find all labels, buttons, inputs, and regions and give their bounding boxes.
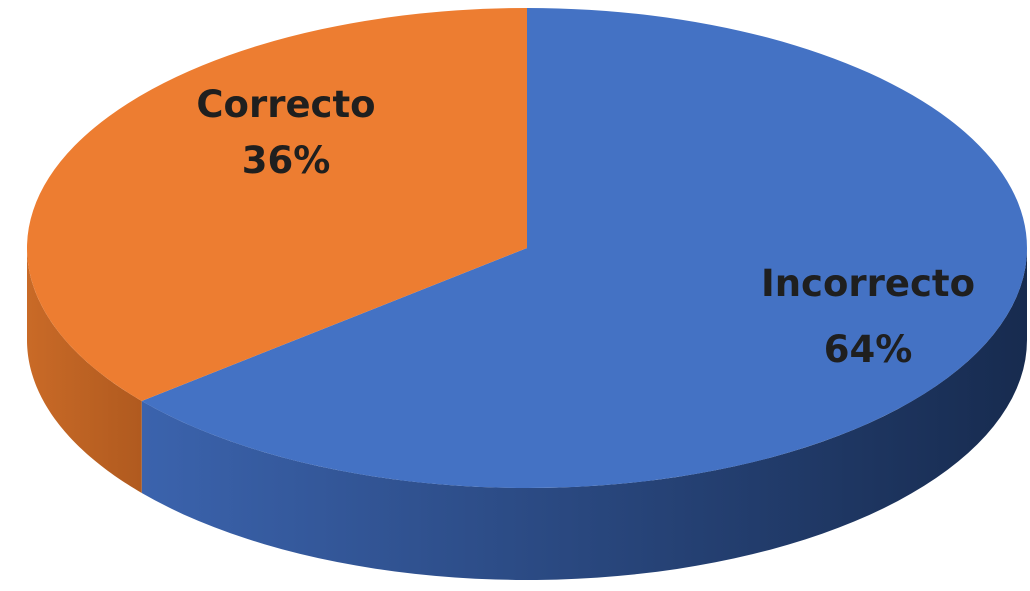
pie-side-correcto: [27, 248, 142, 493]
pie-side-incorrecto: [141, 248, 1028, 580]
data-label-incorrecto-name: Incorrecto: [761, 262, 975, 305]
pie-slices: [26, 8, 1027, 488]
pie-sides: [27, 248, 1028, 580]
pie-slice-correcto: [26, 8, 528, 401]
data-label-incorrecto-percent: 64%: [824, 328, 913, 371]
pie-slice-incorrecto: [141, 8, 1027, 488]
data-labels: Incorrecto 64% Correcto 36%: [196, 83, 975, 371]
data-label-correcto-name: Correcto: [196, 83, 375, 126]
data-label-correcto-percent: 36%: [242, 139, 331, 182]
